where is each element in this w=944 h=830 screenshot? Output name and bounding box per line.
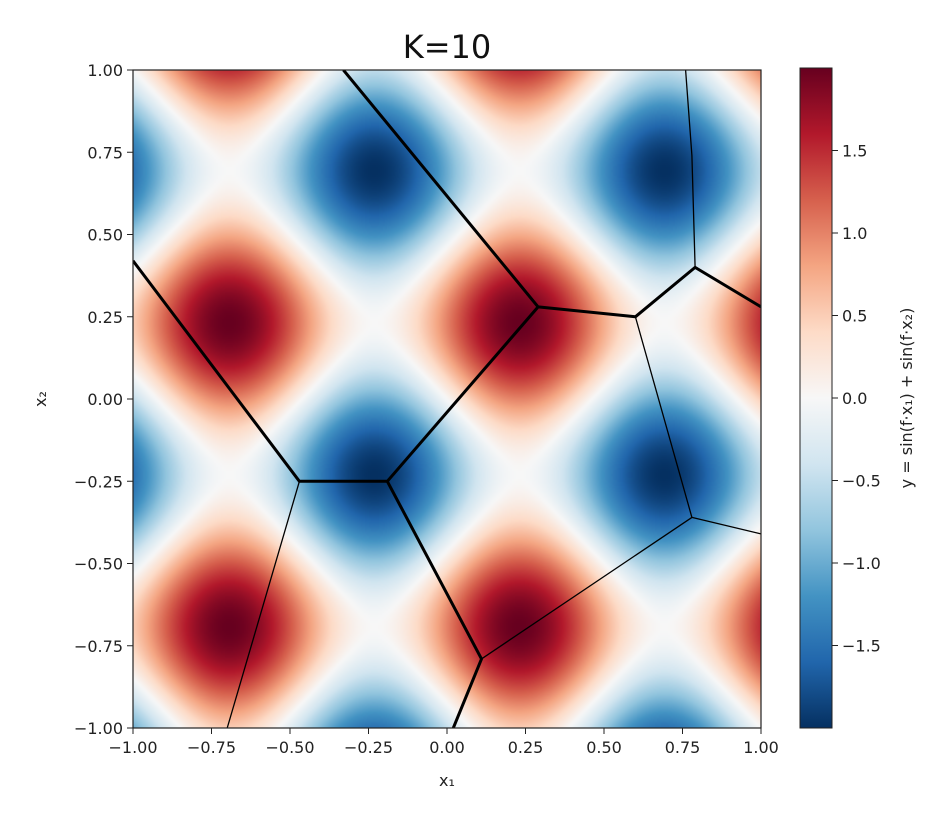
colorbar-tick-label: −1.5 <box>842 637 881 656</box>
partition-edge-5 <box>481 516 693 660</box>
x-tick-label: 0.00 <box>429 738 465 757</box>
y-tick-label: 1.00 <box>87 61 123 80</box>
partition-edge-2 <box>133 259 540 483</box>
colorbar-axis: 1.5 1.0 0.5 0.0 −0.5 −1.0 −1.5 <box>832 142 881 656</box>
x-tick-label: −1.00 <box>108 738 157 757</box>
x-axis: −1.00 −0.75 −0.50 −0.25 0.00 0.25 0.50 0.75 1.00 <box>108 728 779 757</box>
y-axis-label: x₂ <box>31 391 50 407</box>
y-tick-label: 0.25 <box>87 308 123 327</box>
partition-edge-7 <box>226 481 301 728</box>
x-tick-label: 0.50 <box>586 738 622 757</box>
plot-area <box>132 69 762 729</box>
partition-lines <box>133 70 761 728</box>
chart-title: K=10 <box>403 28 492 66</box>
y-tick-label: −0.50 <box>74 555 123 574</box>
x-tick-label: 0.25 <box>508 738 544 757</box>
x-axis-label: x₁ <box>439 771 455 790</box>
y-axis: 1.00 0.75 0.50 0.25 0.00 −0.25 −0.50 −0.75 −1.00 <box>74 61 133 738</box>
y-tick-label: 0.00 <box>87 390 123 409</box>
x-tick-label: −0.75 <box>187 738 236 757</box>
colorbar: 1.5 1.0 0.5 0.0 −0.5 −1.0 −1.5 y = sin(f·x₁) +… <box>799 67 916 729</box>
x-tick-label: 0.75 <box>665 738 701 757</box>
colorbar-tick-label: 0.0 <box>842 389 867 408</box>
x-tick-label: −0.50 <box>265 738 314 757</box>
y-tick-label: −0.25 <box>74 472 123 491</box>
x-tick-label: −0.25 <box>344 738 393 757</box>
y-tick-label: 0.75 <box>87 143 123 162</box>
partition-edge-6 <box>684 70 696 268</box>
colorbar-tick-label: −0.5 <box>842 472 881 491</box>
y-tick-label: −1.00 <box>74 719 123 738</box>
x-tick-label: 1.00 <box>743 738 779 757</box>
colorbar-tick-label: 1.0 <box>842 224 867 243</box>
colorbar-tick-label: −1.0 <box>842 554 881 573</box>
colorbar-tick-label: 1.5 <box>842 142 867 161</box>
colorbar-gradient <box>799 67 833 729</box>
y-tick-label: 0.50 <box>87 226 123 245</box>
colorbar-tick-label: 0.5 <box>842 307 867 326</box>
heatmap <box>133 70 761 728</box>
y-tick-label: −0.75 <box>74 637 123 656</box>
colorbar-label: y = sin(f·x₁) + sin(f·x₂) <box>897 308 916 489</box>
